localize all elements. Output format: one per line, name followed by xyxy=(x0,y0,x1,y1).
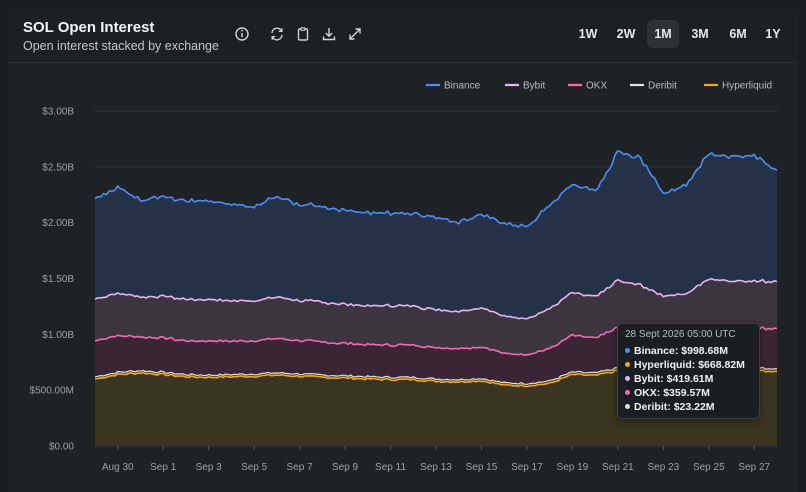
tooltip-row-binance: Binance: $998.68M xyxy=(625,345,728,357)
tooltip-value: $23.22M xyxy=(673,401,715,413)
tooltip-dot xyxy=(625,390,630,395)
chart-svg[interactable]: $0.00 $500.00M $1.00B $1.50B $2.00B $2.50B $3.… xyxy=(8,8,798,492)
x-tick-label: Sep 23 xyxy=(647,462,679,473)
area-binance xyxy=(95,150,777,319)
tooltip-row-okx: OKX: $359.57M xyxy=(625,387,710,399)
chart-header: SOL Open Interest Open interest stacked … xyxy=(8,8,798,63)
timeframe-6m-button[interactable]: 6M xyxy=(729,27,747,41)
y-tick-label: $1.00B xyxy=(42,330,74,341)
timeframe-1w-button[interactable]: 1W xyxy=(578,27,598,41)
tooltip-label: OKX xyxy=(634,387,657,399)
x-tick-label: Sep 3 xyxy=(196,462,223,473)
legend-label: OKX xyxy=(586,81,607,92)
legend-item-hyperliquid[interactable]: Hyperliquid xyxy=(704,81,772,92)
area-bybit xyxy=(95,278,777,356)
x-tick-label: Sep 19 xyxy=(557,462,589,473)
tooltip-label: Hyperliquid xyxy=(634,359,692,371)
legend-item-deribit[interactable]: Deribit xyxy=(630,81,677,92)
clipboard-icon[interactable] xyxy=(294,25,312,43)
chart-title: SOL Open Interest xyxy=(23,19,155,36)
tooltip-value: $359.57M xyxy=(663,387,710,399)
chart-tooltip: 28 Sept 2026 05:00 UTC Binance: $998.68M… xyxy=(617,323,760,419)
area-hyperliquid xyxy=(95,368,777,446)
legend-item-okx[interactable]: OKX xyxy=(568,81,607,92)
x-tick-label: Sep 7 xyxy=(287,462,314,473)
tooltip-row-deribit: Deribit: $23.22M xyxy=(625,401,715,413)
tooltip-dot xyxy=(625,348,630,353)
area-deribit xyxy=(95,366,777,387)
legend-label: Binance xyxy=(444,81,481,92)
y-tick-label: $3.00B xyxy=(42,107,74,118)
x-tick-label: Sep 9 xyxy=(332,462,359,473)
tooltip-time: 28 Sept 2026 05:00 UTC xyxy=(625,329,736,340)
x-tick-label: Sep 1 xyxy=(150,462,177,473)
legend-item-bybit[interactable]: Bybit xyxy=(505,81,545,92)
timeframe-1m-button[interactable]: 1M xyxy=(647,20,679,48)
tooltip-dot xyxy=(625,404,630,409)
tooltip-value: $668.82M xyxy=(698,359,745,371)
tooltip-row-bybit: Bybit: $419.61M xyxy=(625,373,713,385)
y-tick-label: $2.50B xyxy=(42,162,74,173)
x-tick-label: Sep 15 xyxy=(466,462,498,473)
legend-label: Hyperliquid xyxy=(722,81,772,92)
chart-subtitle: Open interest stacked by exchange xyxy=(23,39,219,53)
x-tick-label: Sep 27 xyxy=(738,462,770,473)
x-tick-label: Sep 5 xyxy=(241,462,268,473)
tooltip-dot xyxy=(625,376,630,381)
x-tick-label: Sep 25 xyxy=(693,462,725,473)
legend-label: Deribit xyxy=(648,81,677,92)
tooltip-dot xyxy=(625,362,630,367)
timeframe-2w-button[interactable]: 2W xyxy=(616,27,636,41)
chart-card: $0.00 $500.00M $1.00B $1.50B $2.00B $2.50B $3.… xyxy=(8,8,798,492)
tooltip-value: $419.61M xyxy=(666,373,714,385)
download-icon[interactable] xyxy=(320,25,338,43)
x-tick-label: Sep 11 xyxy=(375,462,406,473)
x-tick-label: Sep 17 xyxy=(511,462,543,473)
tooltip-row-hyperliquid: Hyperliquid: $668.82M xyxy=(625,359,745,371)
timeframe-1y-button[interactable]: 1Y xyxy=(765,27,781,41)
legend-label: Bybit xyxy=(523,81,545,92)
tooltip-label: Binance xyxy=(634,345,675,357)
y-tick-label: $1.50B xyxy=(42,274,74,285)
series-line-bybit xyxy=(94,277,778,320)
x-tick-label: Sep 21 xyxy=(602,462,634,473)
tooltip-label: Deribit xyxy=(634,401,668,413)
y-tick-label: $500.00M xyxy=(30,386,74,397)
refresh-icon[interactable] xyxy=(268,25,286,43)
legend-item-binance[interactable]: Binance xyxy=(426,81,481,92)
x-tick-label: Sep 13 xyxy=(420,462,452,473)
x-tick-label: Aug 30 xyxy=(102,462,134,473)
timeframe-3m-button[interactable]: 3M xyxy=(691,27,709,41)
expand-icon[interactable] xyxy=(346,25,364,43)
y-tick-label: $0.00 xyxy=(49,442,74,453)
info-icon[interactable] xyxy=(233,25,251,43)
series-line-binance xyxy=(94,149,778,228)
y-tick-label: $2.00B xyxy=(42,218,74,229)
tooltip-value: $998.68M xyxy=(681,345,728,357)
tooltip-label: Bybit xyxy=(634,373,661,385)
